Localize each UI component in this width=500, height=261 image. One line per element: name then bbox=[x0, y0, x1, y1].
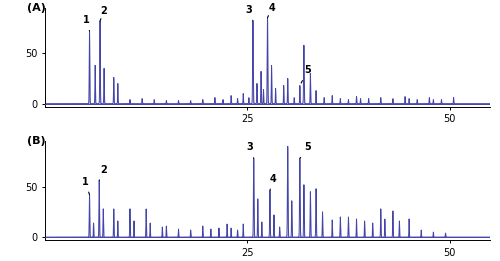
Text: 3: 3 bbox=[246, 5, 253, 21]
Text: 5: 5 bbox=[300, 142, 312, 158]
Text: 4: 4 bbox=[270, 174, 276, 191]
Text: (A): (A) bbox=[27, 3, 46, 13]
Text: 1: 1 bbox=[82, 177, 90, 195]
Text: 2: 2 bbox=[99, 164, 106, 181]
Text: 1: 1 bbox=[83, 15, 89, 31]
Text: 5: 5 bbox=[301, 66, 312, 83]
Text: 3: 3 bbox=[246, 142, 254, 158]
Text: 4: 4 bbox=[268, 3, 275, 18]
Text: 2: 2 bbox=[100, 6, 108, 21]
Text: (B): (B) bbox=[27, 136, 46, 146]
